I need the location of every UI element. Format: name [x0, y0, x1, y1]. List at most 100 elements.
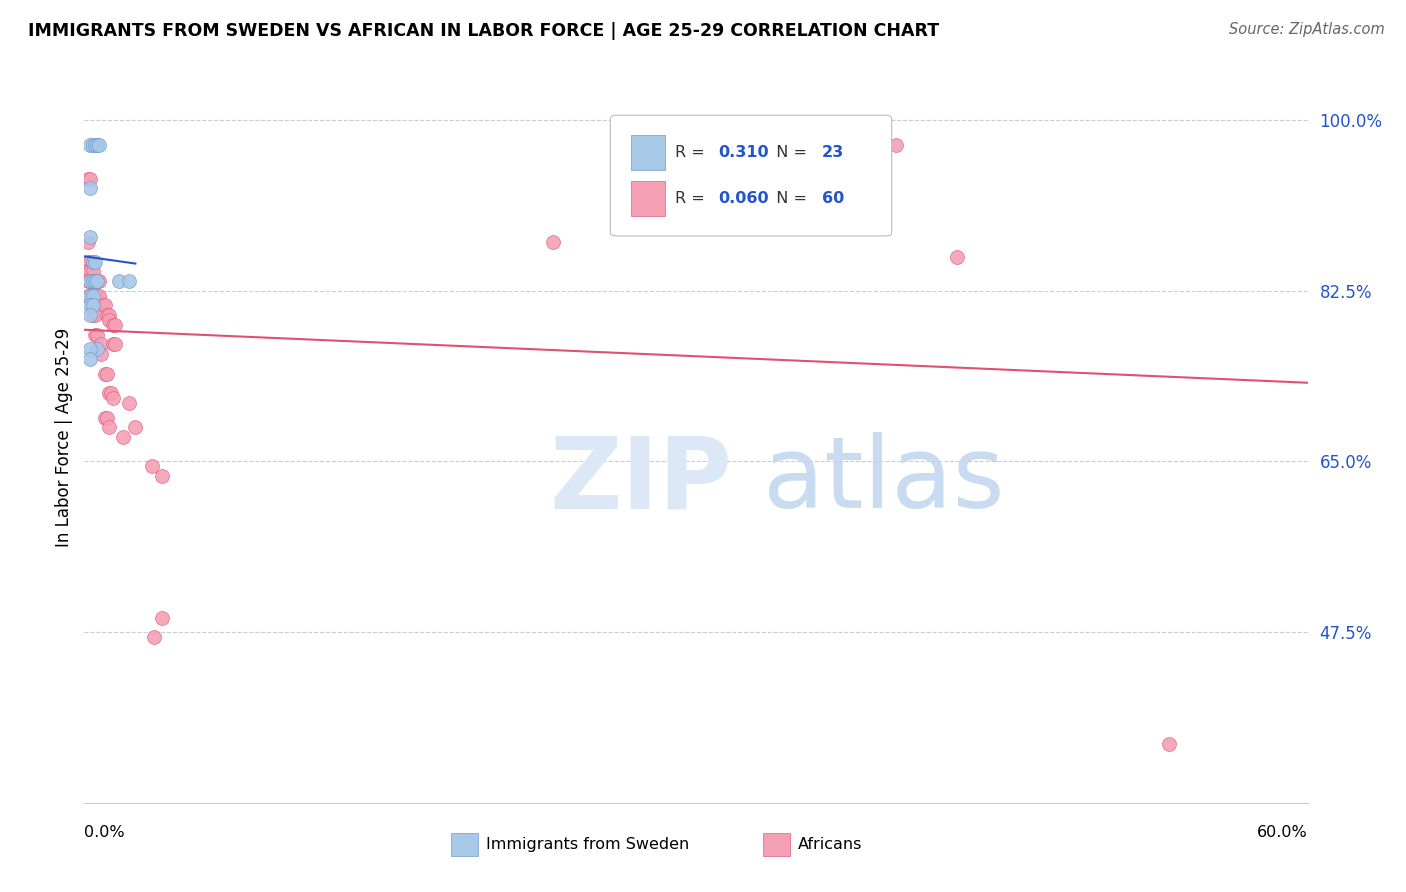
Point	[93, 367, 115, 381]
Point	[79, 137, 101, 152]
Point	[79, 264, 101, 278]
Point	[79, 230, 101, 244]
Point	[86, 327, 108, 342]
Point	[86, 288, 108, 302]
Point	[82, 308, 104, 322]
Point	[82, 298, 104, 312]
Point	[665, 215, 688, 229]
Text: Africans: Africans	[797, 837, 862, 852]
Bar	[763, 833, 790, 856]
Point	[87, 137, 110, 152]
Text: IMMIGRANTS FROM SWEDEN VS AFRICAN IN LABOR FORCE | AGE 25-29 CORRELATION CHART: IMMIGRANTS FROM SWEDEN VS AFRICAN IN LAB…	[28, 22, 939, 40]
Point	[150, 610, 173, 624]
Point	[946, 250, 969, 264]
Point	[79, 274, 101, 288]
Text: 0.0%: 0.0%	[84, 825, 125, 839]
Point	[82, 274, 104, 288]
Point	[97, 420, 120, 434]
Point	[86, 274, 108, 288]
Point	[97, 313, 120, 327]
FancyBboxPatch shape	[610, 115, 891, 235]
Point	[93, 410, 115, 425]
Point	[90, 337, 112, 351]
Point	[82, 264, 104, 278]
Y-axis label: In Labor Force | Age 25-29: In Labor Force | Age 25-29	[55, 327, 73, 547]
Bar	[451, 833, 478, 856]
Point	[77, 288, 100, 302]
Point	[82, 288, 104, 302]
Point	[82, 254, 104, 268]
Text: N =: N =	[766, 145, 811, 160]
Point	[83, 327, 105, 342]
Point	[86, 343, 108, 357]
Point	[93, 298, 115, 312]
Text: 60: 60	[823, 191, 844, 206]
Point	[77, 235, 100, 249]
Point	[96, 367, 118, 381]
Point	[82, 254, 104, 268]
Point	[77, 264, 100, 278]
Point	[543, 235, 565, 249]
Text: Source: ZipAtlas.com: Source: ZipAtlas.com	[1229, 22, 1385, 37]
Point	[142, 630, 165, 644]
Text: atlas: atlas	[763, 433, 1005, 530]
Point	[79, 254, 101, 268]
Point	[624, 215, 647, 229]
Point	[91, 298, 114, 312]
Point	[87, 288, 110, 302]
Text: Immigrants from Sweden: Immigrants from Sweden	[485, 837, 689, 852]
Point	[96, 308, 118, 322]
Text: R =: R =	[675, 191, 710, 206]
Point	[79, 181, 101, 195]
Point	[112, 430, 135, 444]
Point	[83, 274, 105, 288]
Point	[97, 386, 120, 401]
Point	[82, 137, 104, 152]
Point	[86, 274, 108, 288]
Text: 23: 23	[823, 145, 844, 160]
Point	[150, 469, 173, 483]
Point	[884, 137, 907, 152]
Point	[100, 386, 122, 401]
Point	[101, 337, 124, 351]
Point	[86, 137, 108, 152]
Point	[82, 288, 104, 302]
Point	[87, 274, 110, 288]
Text: ZIP: ZIP	[550, 433, 733, 530]
Point	[83, 254, 105, 268]
Point	[82, 274, 104, 288]
Point	[101, 391, 124, 405]
Point	[83, 308, 105, 322]
Point	[104, 318, 127, 332]
Point	[79, 171, 101, 186]
Point	[77, 254, 100, 268]
Point	[79, 352, 101, 367]
Point	[79, 274, 101, 288]
Point	[101, 318, 124, 332]
Point	[83, 298, 105, 312]
Text: 0.060: 0.060	[718, 191, 769, 206]
Point	[104, 337, 127, 351]
Point	[1157, 737, 1180, 751]
Point	[79, 308, 101, 322]
Point	[77, 274, 100, 288]
Point	[108, 274, 131, 288]
Bar	[631, 181, 665, 216]
Point	[97, 308, 120, 322]
Point	[82, 298, 104, 312]
Point	[118, 396, 141, 410]
Point	[118, 274, 141, 288]
Point	[79, 288, 101, 302]
Text: 60.0%: 60.0%	[1257, 825, 1308, 839]
Text: N =: N =	[766, 191, 811, 206]
Text: R =: R =	[675, 145, 710, 160]
Text: 0.310: 0.310	[718, 145, 769, 160]
Point	[79, 288, 101, 302]
Bar	[631, 135, 665, 170]
Point	[141, 459, 163, 474]
Point	[77, 171, 100, 186]
Point	[83, 274, 105, 288]
Point	[83, 137, 105, 152]
Point	[79, 343, 101, 357]
Point	[79, 298, 101, 312]
